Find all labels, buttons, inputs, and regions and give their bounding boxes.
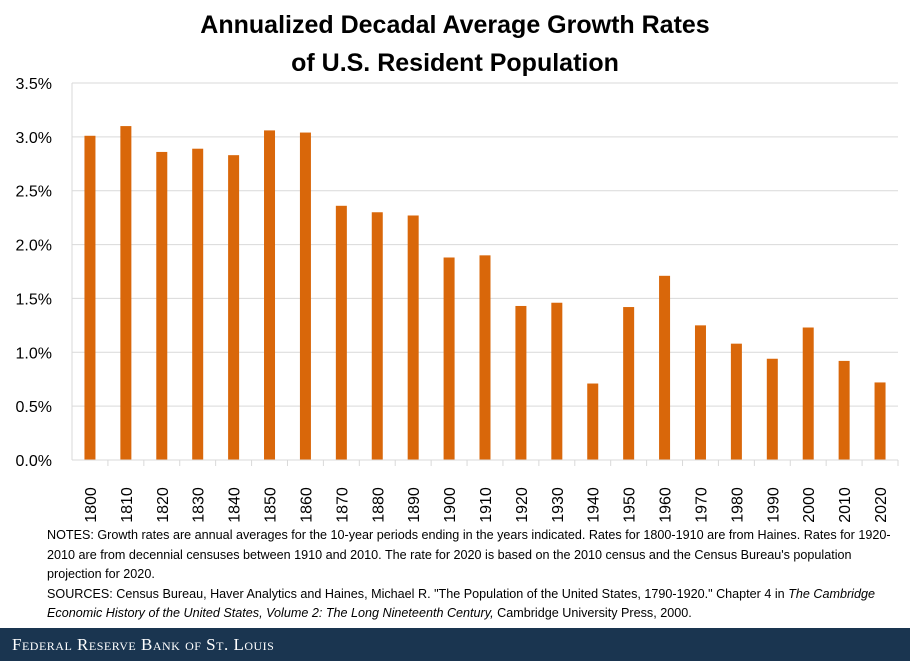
bar-1830: [192, 148, 204, 460]
bar-1890: [407, 215, 419, 460]
x-tick-label: 1990: [765, 487, 782, 523]
x-tick-label: 1800: [83, 487, 100, 523]
x-tick-label: 1970: [693, 487, 710, 523]
chart-notes: NOTES: Growth rates are annual averages …: [47, 526, 897, 624]
sources-italic: The Cambridge Economic History of the Un…: [47, 586, 875, 621]
x-tick-label: 1890: [406, 487, 423, 523]
x-tick-label: 1960: [658, 487, 675, 523]
chart-title-line1: Annualized Decadal Average Growth Rates: [200, 11, 710, 39]
sources-suffix: Cambridge University Press, 2000.: [493, 606, 692, 620]
x-tick-label: 1940: [586, 487, 603, 523]
y-tick-label: 2.0%: [16, 238, 52, 255]
x-tick-label: 1930: [550, 487, 567, 523]
sources-prefix: SOURCES: Census Bureau, Haver Analytics …: [47, 586, 785, 601]
bar-2020: [874, 382, 886, 460]
bar-1940: [587, 383, 599, 460]
y-tick-label: 0.0%: [16, 453, 52, 470]
footer-brand: Federal Reserve Bank of St. Louis: [12, 635, 275, 654]
bar-1880: [371, 212, 383, 460]
x-tick-label: 1820: [155, 487, 172, 523]
x-tick-label: 1910: [478, 487, 495, 523]
bar-1820: [156, 151, 168, 461]
notes-text: NOTES: Growth rates are annual averages …: [47, 528, 891, 581]
x-tick-label: 1900: [442, 487, 459, 523]
y-tick-label: 1.5%: [16, 291, 52, 308]
y-tick-label: 2.5%: [16, 184, 52, 201]
bar-1990: [766, 358, 778, 460]
bar-1980: [730, 343, 742, 460]
x-tick-label: 1950: [622, 487, 639, 523]
bar-1860: [299, 132, 311, 460]
bar-1870: [335, 205, 347, 460]
bar-1970: [694, 325, 706, 460]
x-tick-label: 1870: [334, 487, 351, 523]
x-tick-label: 2000: [801, 487, 818, 523]
x-tick-label: 1860: [298, 487, 315, 523]
bar-1920: [515, 305, 527, 460]
footer-bar: Federal Reserve Bank of St. Louis: [0, 628, 910, 661]
chart-title: Annualized Decadal Average Growth Rates …: [0, 6, 910, 82]
bar-1910: [479, 255, 491, 460]
bar-1950: [623, 307, 635, 460]
x-tick-label: 1830: [191, 487, 208, 523]
y-tick-label: 3.5%: [16, 76, 52, 93]
chart-title-line2: of U.S. Resident Population: [291, 49, 619, 77]
bar-1960: [659, 275, 671, 460]
x-tick-label: 1920: [514, 487, 531, 523]
bar-chart: 0.0% 0.5% 1.0% 1.5% 2.0% 2.5% 3.0% 3.5% 1800 1810…: [16, 76, 899, 523]
bar-1840: [228, 155, 240, 460]
sources-text: SOURCES: Census Bureau, Haver Analytics …: [47, 585, 897, 624]
x-tick-label: 1880: [370, 487, 387, 523]
x-tick-label: 1840: [227, 487, 244, 523]
bar-2010: [838, 360, 850, 460]
y-tick-label: 0.5%: [16, 399, 52, 416]
y-tick-label: 3.0%: [16, 130, 52, 147]
bar-1850: [264, 130, 276, 460]
x-tick-label: 1810: [119, 487, 136, 523]
bar-1810: [120, 126, 132, 460]
bar-1800: [84, 135, 96, 460]
bar-1930: [551, 302, 563, 460]
x-tick-label: 2010: [837, 487, 854, 523]
bar-2000: [802, 327, 814, 460]
bar-1900: [443, 257, 455, 460]
x-tick-label: 1850: [263, 487, 280, 523]
x-tick-label: 2020: [873, 487, 890, 523]
x-tick-label: 1980: [729, 487, 746, 523]
y-tick-label: 1.0%: [16, 345, 52, 362]
